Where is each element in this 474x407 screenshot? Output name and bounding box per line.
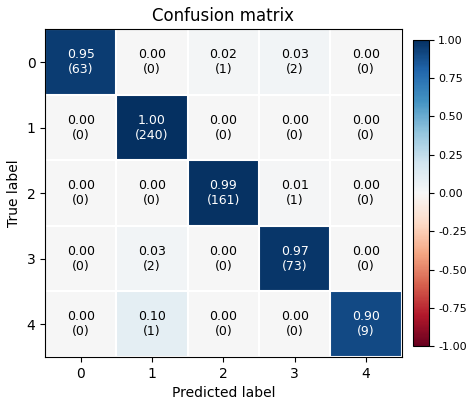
Title: Confusion matrix: Confusion matrix	[153, 7, 294, 25]
Text: 0.00
(0): 0.00 (0)	[352, 245, 380, 273]
Text: 0.03
(2): 0.03 (2)	[138, 245, 166, 273]
Text: 0.00
(0): 0.00 (0)	[210, 310, 237, 338]
Text: 0.00
(0): 0.00 (0)	[281, 310, 309, 338]
Text: 0.02
(1): 0.02 (1)	[210, 48, 237, 76]
Text: 0.00
(0): 0.00 (0)	[67, 114, 95, 142]
Text: 0.00
(0): 0.00 (0)	[138, 179, 166, 207]
Text: 0.10
(1): 0.10 (1)	[138, 310, 166, 338]
Text: 0.00
(0): 0.00 (0)	[352, 114, 380, 142]
Text: 1.00
(240): 1.00 (240)	[136, 114, 169, 142]
Text: 0.01
(1): 0.01 (1)	[281, 179, 309, 207]
Text: 0.00
(0): 0.00 (0)	[352, 179, 380, 207]
Text: 0.00
(0): 0.00 (0)	[67, 245, 95, 273]
Text: 0.00
(0): 0.00 (0)	[138, 48, 166, 76]
Y-axis label: True label: True label	[7, 159, 21, 227]
Text: 0.90
(9): 0.90 (9)	[352, 310, 380, 338]
Text: 0.00
(0): 0.00 (0)	[210, 245, 237, 273]
Text: 0.00
(0): 0.00 (0)	[281, 114, 309, 142]
Text: 0.00
(0): 0.00 (0)	[210, 114, 237, 142]
Text: 0.99
(161): 0.99 (161)	[207, 179, 240, 207]
Text: 0.00
(0): 0.00 (0)	[67, 179, 95, 207]
Text: 0.03
(2): 0.03 (2)	[281, 48, 309, 76]
Text: 0.00
(0): 0.00 (0)	[67, 310, 95, 338]
Text: 0.00
(0): 0.00 (0)	[352, 48, 380, 76]
X-axis label: Predicted label: Predicted label	[172, 386, 275, 400]
Text: 0.97
(73): 0.97 (73)	[281, 245, 309, 273]
Text: 0.95
(63): 0.95 (63)	[67, 48, 95, 76]
